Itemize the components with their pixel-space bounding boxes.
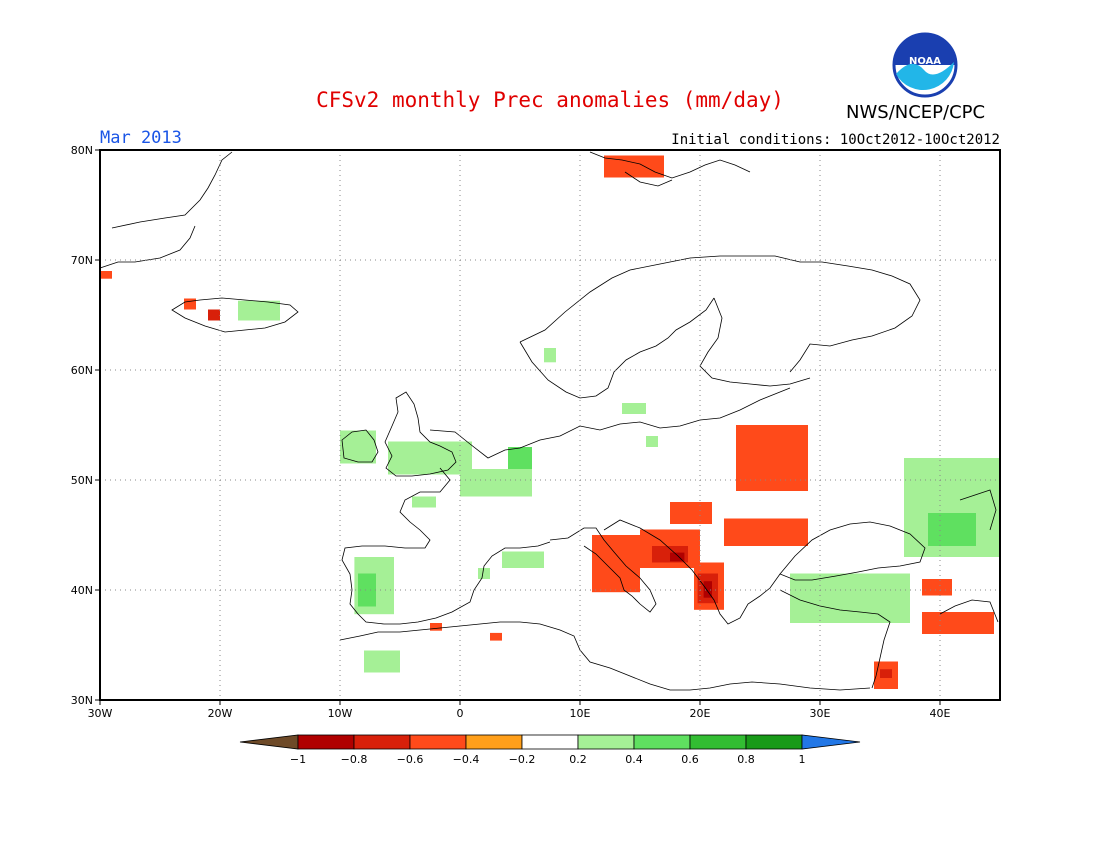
colorbar-tick-label: 0.8	[737, 753, 755, 766]
anomaly-region-9	[388, 441, 472, 475]
anomaly-region-32	[922, 579, 952, 596]
colorbar-box	[745, 734, 803, 750]
anomaly-region-23	[670, 552, 685, 562]
anomaly-region-10	[460, 469, 532, 497]
lat-tick-label: 40N	[71, 584, 93, 597]
anomaly-region-18	[430, 623, 442, 631]
anomaly-region-1	[184, 298, 196, 310]
anomaly-region-7	[646, 436, 658, 447]
lat-tick-label: 30N	[71, 694, 93, 707]
colorbar-box	[689, 734, 747, 750]
lon-tick-label: 0	[457, 707, 464, 720]
colorbar-box	[465, 734, 523, 750]
colorbar-tick-label: 0.2	[569, 753, 587, 766]
anomaly-region-12	[412, 496, 436, 508]
colorbar-tick-label: −0.2	[509, 753, 536, 766]
initial-conditions: Initial conditions: 10Oct2012-10Oct2012	[671, 132, 1000, 148]
colorbar-tick-label: 0.6	[681, 753, 699, 766]
lon-tick-label: 10E	[570, 707, 591, 720]
anomaly-region-16	[358, 573, 376, 607]
lat-tick-label: 50N	[71, 474, 93, 487]
anomaly-region-27	[670, 502, 712, 524]
anomaly-region-2	[208, 309, 220, 321]
anomaly-region-30	[790, 573, 910, 623]
anomaly-region-36	[928, 513, 976, 546]
agency-label: NWS/NCEP/CPC	[846, 102, 986, 123]
lat-tick-label: 60N	[71, 364, 93, 377]
anomaly-region-8	[340, 430, 376, 464]
anomaly-region-20	[592, 535, 640, 593]
anomaly-region-28	[724, 518, 808, 546]
lon-tick-label: 30W	[88, 707, 113, 720]
lon-tick-label: 20E	[690, 707, 711, 720]
anomaly-region-11	[508, 447, 532, 469]
anomaly-region-26	[703, 581, 712, 598]
colorbar-right-arrow	[801, 734, 861, 750]
colorbar-box	[297, 734, 355, 750]
colorbar-left-arrow	[239, 734, 299, 750]
anomaly-region-17	[364, 650, 400, 673]
anomaly-region-14	[478, 568, 490, 579]
lon-tick-label: 40E	[930, 707, 951, 720]
anomaly-region-3	[238, 300, 280, 321]
lon-tick-label: 30E	[810, 707, 831, 720]
logo-text: NOAA	[909, 56, 941, 67]
anomaly-region-5	[544, 348, 556, 363]
colorbar-tick-label: −1	[290, 753, 306, 766]
anomaly-region-6	[622, 403, 646, 414]
colorbar-tick-label: −0.6	[397, 753, 424, 766]
colorbar-box	[577, 734, 635, 750]
chart-title: CFSv2 monthly Prec anomalies (mm/day)	[316, 88, 784, 112]
colorbar-tick-label: −0.4	[453, 753, 480, 766]
colorbar-tick-label: 1	[799, 753, 806, 766]
anomaly-region-0	[100, 271, 112, 279]
colorbar-box	[353, 734, 411, 750]
longitude-labels: 30W 20W 10W 0 10E 20E 30E 40E	[88, 700, 951, 720]
anomaly-region-13	[502, 551, 544, 568]
anomaly-region-4	[604, 155, 664, 178]
lon-tick-label: 20W	[208, 707, 233, 720]
colorbar-box	[409, 734, 467, 750]
colorbar-tick-label: 0.4	[625, 753, 643, 766]
forecast-month: Mar 2013	[100, 128, 182, 148]
lon-tick-label: 10W	[328, 707, 353, 720]
colorbar-tick-label: −0.8	[341, 753, 368, 766]
map-frame	[99, 149, 1001, 701]
anomaly-cells	[100, 155, 1000, 689]
latitude-labels: 80N 70N 60N 50N 40N 30N	[71, 144, 100, 707]
lat-tick-label: 80N	[71, 144, 93, 157]
anomaly-region-34	[880, 669, 892, 678]
grid-lines	[100, 150, 1000, 700]
lat-tick-label: 70N	[71, 254, 93, 267]
anomaly-region-31	[922, 612, 994, 634]
colorbar-box	[521, 734, 579, 750]
anomaly-region-19	[490, 632, 502, 641]
colorbar-box	[633, 734, 691, 750]
